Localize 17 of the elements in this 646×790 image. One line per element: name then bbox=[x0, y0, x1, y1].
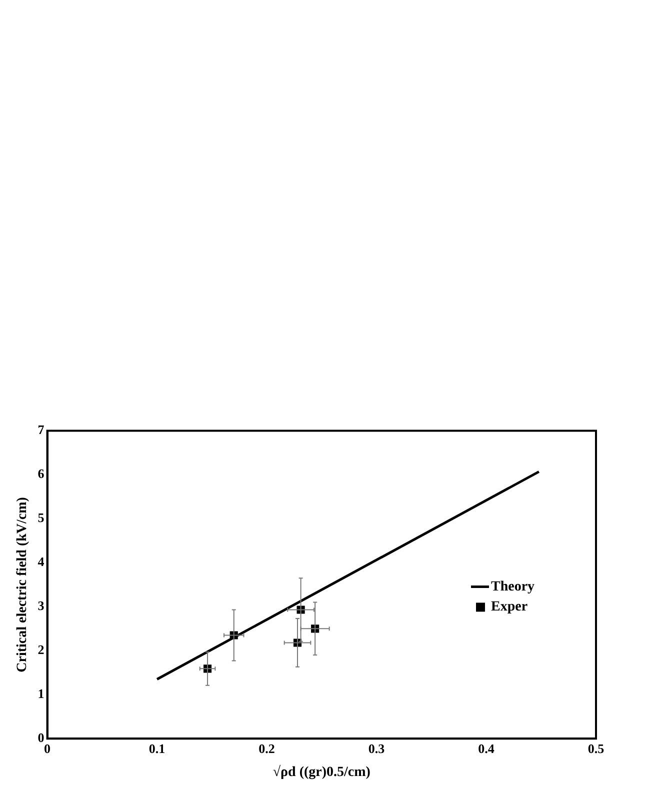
x-tick-label: 0.5 bbox=[588, 740, 605, 756]
x-tick-label: 0.3 bbox=[368, 740, 386, 756]
y-tick-label: 6 bbox=[38, 466, 45, 482]
legend-label: Theory bbox=[491, 579, 535, 594]
y-tick-label: 3 bbox=[38, 598, 45, 614]
y-tick-label: 5 bbox=[38, 510, 45, 526]
y-tick-label: 2 bbox=[38, 642, 44, 658]
y-tick-label: 0 bbox=[38, 730, 44, 745]
y-axis-title: Critical electric field (kV/cm) bbox=[15, 496, 30, 672]
x-tick-label: 0.1 bbox=[148, 740, 166, 756]
legend-label: Exper bbox=[491, 599, 528, 614]
y-tick-label: 4 bbox=[38, 554, 45, 570]
x-tick-label: 0.4 bbox=[478, 740, 495, 756]
x-axis-title: √ρd ((gr)0.5/cm) bbox=[272, 764, 371, 780]
y-tick-label: 7 bbox=[38, 422, 45, 438]
x-tick-label: 0.2 bbox=[258, 740, 275, 756]
y-tick-label: 1 bbox=[38, 686, 44, 701]
